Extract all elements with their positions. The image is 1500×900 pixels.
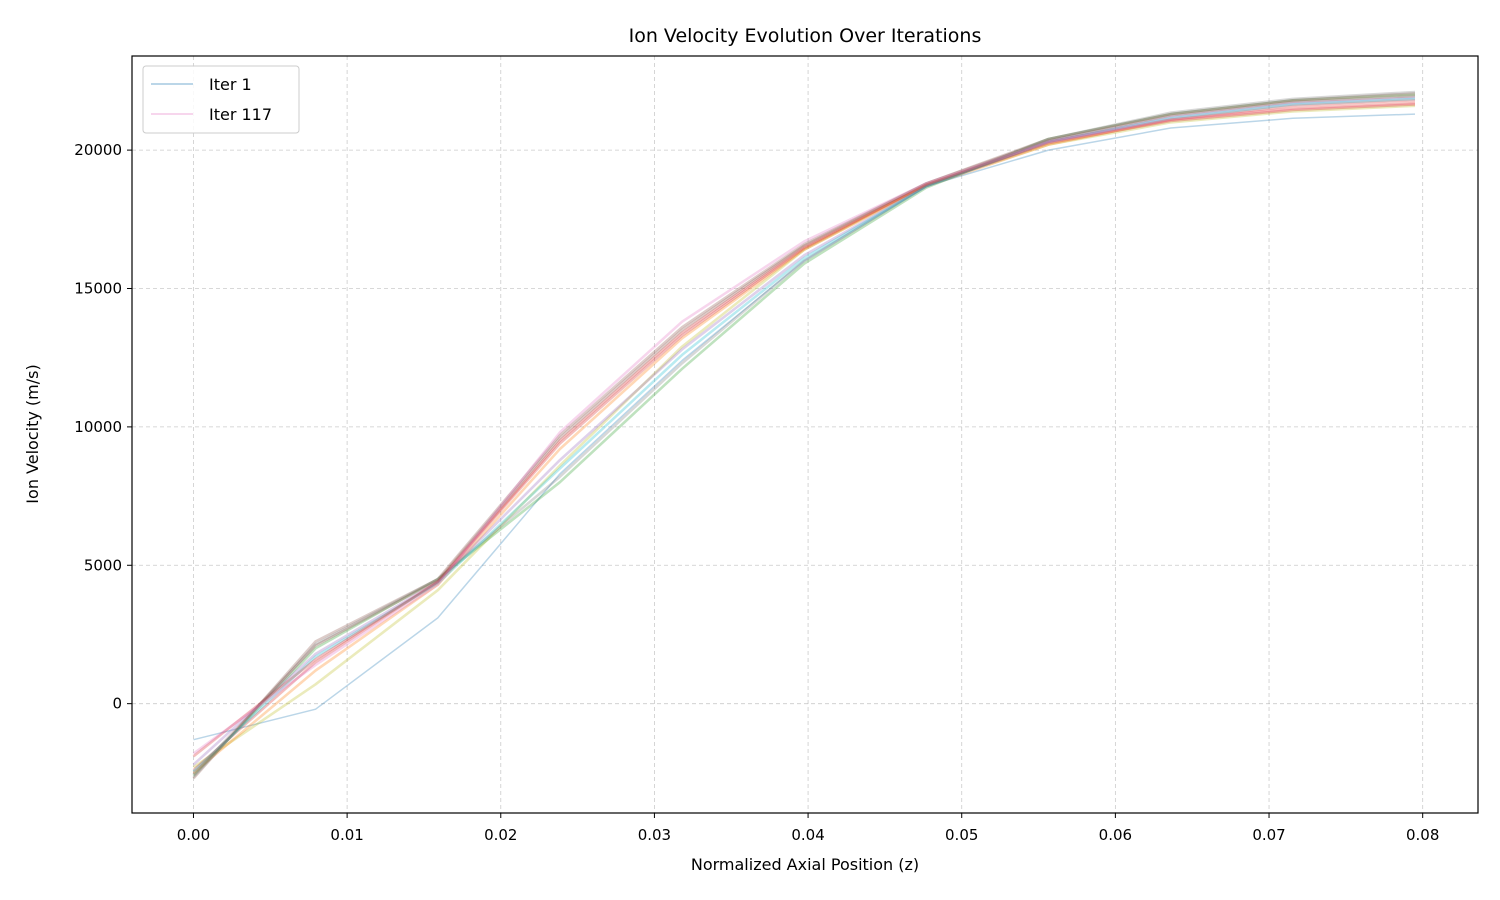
- series-line-2: [192, 104, 1416, 769]
- x-axis-ticks: 0.00 0.01 0.02 0.03 0.04 0.05 0.06 0.07 0.08: [177, 813, 1439, 844]
- x-tick-label: 0.04: [791, 826, 824, 844]
- series-line-10: [192, 103, 1416, 758]
- x-tick-label: 0.03: [638, 826, 671, 844]
- x-tick-label: 0.08: [1406, 826, 1439, 844]
- x-tick-label: 0.07: [1252, 826, 1285, 844]
- y-tick-label: 15000: [74, 279, 122, 297]
- series-line-7: [192, 96, 1416, 766]
- x-tick-label: 0.00: [177, 826, 210, 844]
- plot-frame: [131, 55, 1479, 814]
- series-line-9: [192, 97, 1416, 773]
- series-line-8: [192, 90, 1416, 778]
- series-line-3: [192, 101, 1416, 774]
- series-lines: [192, 90, 1416, 780]
- chart-title: Ion Velocity Evolution Over Iterations: [629, 25, 982, 47]
- x-tick-label: 0.05: [945, 826, 978, 844]
- legend: Iter 1 Iter 117: [142, 65, 300, 134]
- series-line-11: [192, 94, 1416, 776]
- x-tick-label: 0.06: [1099, 826, 1132, 844]
- y-tick-label: 10000: [74, 418, 122, 436]
- series-line-5: [192, 93, 1416, 777]
- y-tick-label: 0: [112, 695, 122, 713]
- series-line-4: [192, 99, 1416, 772]
- series-line-6: [192, 92, 1416, 780]
- y-tick-label: 20000: [74, 141, 122, 159]
- legend-label: Iter 117: [209, 105, 272, 124]
- x-axis-title: Normalized Axial Position (z): [691, 855, 919, 874]
- series-line-1: [193, 113, 1416, 741]
- y-tick-label: 5000: [84, 556, 122, 574]
- x-tick-label: 0.01: [330, 826, 363, 844]
- series-line-12: [192, 101, 1416, 755]
- grid: [132, 56, 1478, 813]
- legend-box: [142, 65, 300, 134]
- y-axis-title: Ion Velocity (m/s): [23, 364, 42, 503]
- legend-label: Iter 1: [209, 75, 252, 94]
- x-tick-label: 0.02: [484, 826, 517, 844]
- y-axis-ticks: 0 5000 10000 15000 20000: [74, 141, 132, 713]
